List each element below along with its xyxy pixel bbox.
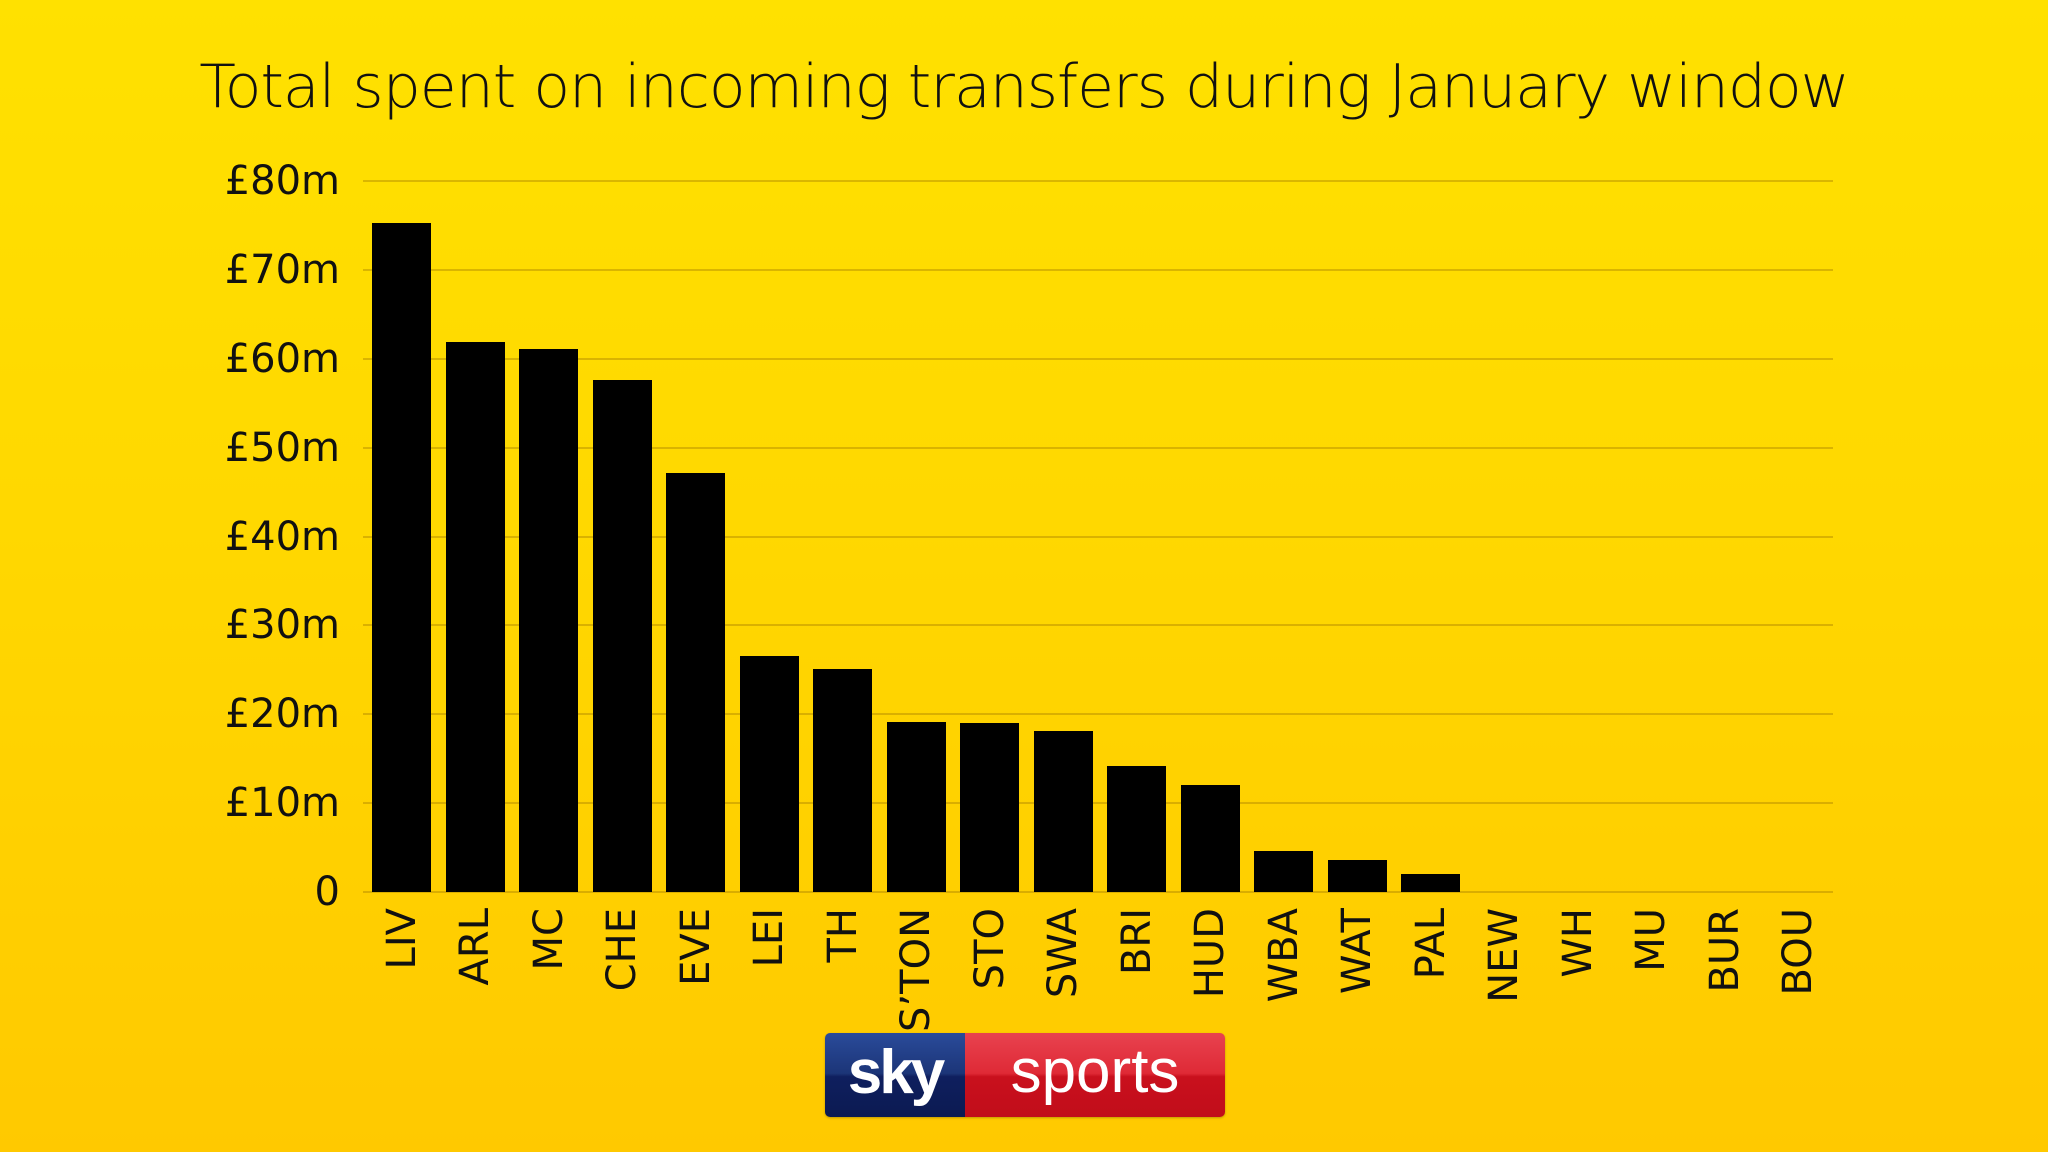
gridline: [363, 535, 1833, 538]
x-tick-label: MU: [1628, 908, 1674, 972]
y-tick-label: £70m: [224, 246, 340, 293]
y-tick-label: £30m: [224, 602, 340, 649]
y-tick-label: £10m: [224, 780, 340, 827]
gridline: [363, 357, 1833, 360]
x-tick-label: LEI: [746, 908, 792, 968]
bar-pal: [1401, 874, 1460, 892]
y-tick-label: £20m: [224, 691, 340, 738]
bar-che: [592, 380, 652, 892]
x-tick-label: LIV: [378, 908, 425, 970]
gridline: [363, 180, 1833, 182]
x-tick-label: WAT: [1334, 908, 1380, 995]
bar-mc: [519, 348, 578, 892]
x-tick-label: PAL: [1407, 908, 1454, 980]
x-tick-label: BUR: [1701, 908, 1748, 993]
x-tick-label: EVE: [672, 908, 719, 986]
y-tick-label: £50m: [224, 424, 340, 471]
x-tick-label: WH: [1554, 908, 1601, 978]
plot-area: [363, 180, 1833, 893]
bar-wba: [1254, 851, 1313, 892]
bar-sto: [960, 723, 1019, 892]
logo-sky-text: sky: [825, 1033, 965, 1117]
sky-sports-logo: sky sports: [825, 1033, 1225, 1117]
bar-hud: [1180, 785, 1240, 892]
x-tick-label: CHE: [599, 908, 645, 992]
bar-th: [813, 668, 872, 892]
bar-liv: [372, 222, 431, 892]
gridline: [363, 713, 1833, 716]
gridline: [363, 268, 1833, 271]
bar-arl: [445, 341, 505, 892]
bar-eve: [666, 473, 725, 892]
bar-lei: [739, 656, 799, 892]
y-tick-label: £60m: [224, 335, 340, 382]
logo-sports-text: sports: [965, 1033, 1225, 1117]
x-tick-label: BOU: [1775, 908, 1821, 996]
x-tick-label: WBA: [1260, 908, 1307, 1003]
x-tick-label: MC: [525, 908, 572, 971]
bar-bri: [1107, 765, 1166, 892]
y-tick-label: £80m: [224, 158, 340, 204]
x-tick-label: NEW: [1481, 908, 1527, 1003]
bar-wat: [1327, 860, 1387, 892]
x-tick-label: ARL: [452, 908, 498, 986]
gridline: [363, 891, 1833, 893]
gridline: [363, 446, 1833, 449]
y-tick-label: £40m: [224, 513, 340, 560]
chart-title: Total spent on incoming transfers during…: [199, 52, 1850, 122]
gridline: [363, 624, 1833, 627]
y-tick-label: 0: [314, 869, 340, 915]
bar-swa: [1033, 731, 1093, 892]
bar-ston: [886, 722, 946, 892]
gridline: [363, 802, 1833, 805]
